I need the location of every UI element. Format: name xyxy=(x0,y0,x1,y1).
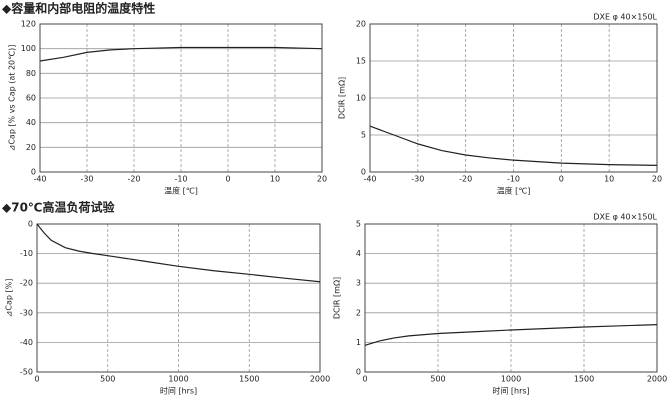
data-line xyxy=(39,46,323,62)
data-line xyxy=(364,324,658,346)
y-tick-label: 1 xyxy=(356,338,361,347)
plot-frame xyxy=(364,223,658,373)
plot-frame xyxy=(36,223,321,373)
y-tick-label: -30 xyxy=(20,308,33,317)
x-tick-label: 20 xyxy=(317,175,327,184)
section-heading: ◆容量和内部电阻的温度特性 xyxy=(2,1,155,16)
y-axis-label: ⊿Cap [% vs Cap (at 20℃)] xyxy=(8,45,17,152)
x-tick-label: -10 xyxy=(174,175,187,184)
y-axis-label: DCIR [mΩ] xyxy=(338,77,347,119)
y-tick-label: 5 xyxy=(361,131,366,140)
x-tick-label: -40 xyxy=(33,175,46,184)
y-tick-label: 10 xyxy=(356,94,366,103)
x-tick-label: 2000 xyxy=(647,375,667,384)
y-tick-label: -40 xyxy=(20,338,33,347)
y-tick-label: 40 xyxy=(26,118,36,127)
x-axis-label: 时间 [hrs] xyxy=(492,386,529,396)
x-tick-label: -10 xyxy=(507,175,520,184)
x-tick-label: -30 xyxy=(80,175,93,184)
section-heading: ◆70℃高温负荷试验 xyxy=(2,200,115,215)
x-axis-label: 时间 [hrs] xyxy=(160,386,197,396)
y-tick-label: 0 xyxy=(31,168,36,177)
x-tick-label: 20 xyxy=(652,175,662,184)
x-tick-label: 500 xyxy=(100,375,115,384)
y-axis-label: ⊿Cap [%] xyxy=(5,279,14,318)
x-axis-label: 温度 [℃] xyxy=(164,186,198,196)
y-tick-label: -10 xyxy=(20,249,33,258)
y-tick-label: 60 xyxy=(26,94,36,103)
y-tick-label: -50 xyxy=(20,368,33,377)
y-tick-label: 0 xyxy=(28,220,33,229)
x-tick-label: 0 xyxy=(559,175,564,184)
annotation: DXE φ 40×150L xyxy=(593,13,657,22)
x-tick-label: 1000 xyxy=(501,375,521,384)
y-axis-label: DCIR [mΩ] xyxy=(333,277,342,319)
x-tick-label: 10 xyxy=(270,175,280,184)
y-tick-label: 80 xyxy=(26,69,36,78)
x-tick-label: 1000 xyxy=(168,375,188,384)
x-tick-label: 1500 xyxy=(574,375,594,384)
y-tick-label: -20 xyxy=(20,279,33,288)
x-tick-label: 1500 xyxy=(239,375,259,384)
plot-frame xyxy=(369,23,658,173)
x-tick-label: 10 xyxy=(604,175,614,184)
x-tick-label: 0 xyxy=(34,375,39,384)
x-tick-label: -30 xyxy=(411,175,424,184)
y-tick-label: 3 xyxy=(356,279,361,288)
y-tick-label: 15 xyxy=(356,57,366,66)
x-tick-label: -20 xyxy=(459,175,472,184)
y-tick-label: 20 xyxy=(26,143,36,152)
y-tick-label: 20 xyxy=(356,20,366,29)
x-tick-label: 2000 xyxy=(310,375,330,384)
y-tick-label: 0 xyxy=(361,168,366,177)
annotation: DXE φ 40×150L xyxy=(593,213,657,222)
x-tick-label: -20 xyxy=(127,175,140,184)
y-tick-label: 4 xyxy=(356,249,361,258)
x-tick-label: 0 xyxy=(225,175,230,184)
y-tick-label: 0 xyxy=(356,368,361,377)
x-tick-label: 0 xyxy=(362,375,367,384)
y-tick-label: 100 xyxy=(21,44,36,53)
data-line xyxy=(36,223,321,283)
x-tick-label: -40 xyxy=(363,175,376,184)
x-tick-label: 500 xyxy=(430,375,445,384)
x-axis-label: 温度 [℃] xyxy=(497,186,531,196)
y-tick-label: 5 xyxy=(356,220,361,229)
plot-frame xyxy=(39,23,323,173)
data-line xyxy=(369,125,658,166)
y-tick-label: 2 xyxy=(356,308,361,317)
y-tick-label: 120 xyxy=(21,20,36,29)
